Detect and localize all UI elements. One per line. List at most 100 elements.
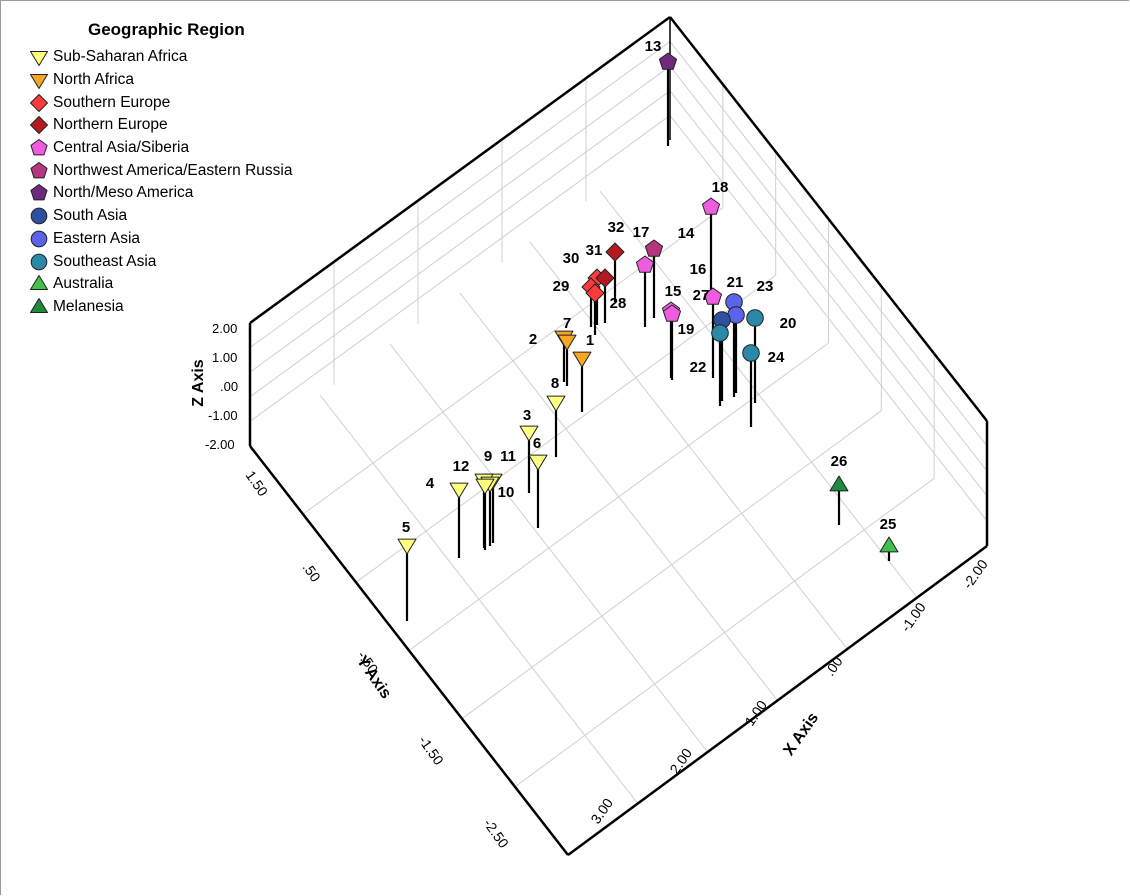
point-label: 18 bbox=[712, 179, 729, 196]
point-marker bbox=[519, 425, 539, 442]
data-point bbox=[557, 334, 577, 386]
point-label: 5 bbox=[402, 519, 410, 536]
point-label: 14 bbox=[678, 225, 695, 242]
point-label: 19 bbox=[678, 321, 695, 338]
point-marker bbox=[595, 268, 615, 288]
z-tick-label: 1.00 bbox=[212, 350, 237, 365]
data-point bbox=[397, 538, 417, 621]
legend-item: Southern Europe bbox=[28, 91, 292, 114]
data-points bbox=[397, 52, 899, 621]
legend-label: Australia bbox=[53, 275, 114, 293]
z-tick-label: .00 bbox=[220, 379, 238, 394]
data-point bbox=[711, 324, 729, 406]
data-point bbox=[658, 52, 678, 146]
point-label: 4 bbox=[426, 475, 435, 492]
x-tick-label: 2.00 bbox=[666, 745, 695, 777]
legend: Geographic Region Sub-Saharan Africa Nort… bbox=[28, 20, 292, 318]
x-tick-label: -1.00 bbox=[897, 599, 929, 634]
point-label: 31 bbox=[586, 242, 603, 259]
legend-title: Geographic Region bbox=[88, 20, 245, 39]
data-point bbox=[879, 536, 899, 561]
data-point bbox=[449, 482, 469, 558]
y-tick-label: -1.50 bbox=[416, 733, 448, 768]
point-label: 9 bbox=[484, 448, 492, 465]
legend-marker bbox=[30, 161, 48, 179]
legend-marker-icon bbox=[30, 275, 48, 291]
point-label: 29 bbox=[553, 278, 570, 295]
point-marker bbox=[572, 351, 592, 368]
data-point bbox=[829, 475, 849, 525]
point-label: 21 bbox=[727, 274, 744, 291]
point-marker bbox=[879, 536, 899, 553]
legend-label: North/Meso America bbox=[53, 184, 194, 202]
point-label: 13 bbox=[645, 38, 662, 55]
legend-item: Melanesia bbox=[28, 296, 292, 319]
box-edges bbox=[248, 15, 989, 857]
point-label: 30 bbox=[563, 250, 580, 267]
data-point bbox=[644, 239, 664, 318]
data-point bbox=[572, 351, 592, 412]
box-edge bbox=[567, 544, 988, 857]
point-label: 2 bbox=[529, 331, 537, 348]
gridline bbox=[461, 410, 882, 720]
legend-label: North Africa bbox=[53, 71, 134, 89]
point-marker bbox=[662, 304, 682, 322]
point-marker bbox=[605, 242, 625, 262]
y-tick-label: 1.50 bbox=[243, 468, 272, 500]
data-point bbox=[635, 255, 655, 327]
point-label: 17 bbox=[633, 224, 650, 241]
legend-item: Central Asia/Siberia bbox=[28, 137, 292, 160]
legend-item: Northwest America/Eastern Russia bbox=[28, 159, 292, 182]
legend-label: Northwest America/Eastern Russia bbox=[53, 161, 293, 179]
legend-marker-icon bbox=[30, 93, 48, 112]
point-marker bbox=[658, 52, 678, 70]
point-marker bbox=[746, 309, 764, 327]
data-point bbox=[595, 268, 615, 323]
legend-marker bbox=[30, 74, 48, 90]
legend-item: Sub-Saharan Africa bbox=[28, 46, 292, 69]
point-label: 26 bbox=[831, 453, 848, 470]
gridline bbox=[249, 90, 671, 398]
point-marker bbox=[644, 239, 664, 257]
legend-marker bbox=[30, 139, 48, 156]
legend-marker-icon bbox=[30, 207, 48, 225]
data-point bbox=[528, 454, 548, 528]
data-point bbox=[546, 395, 566, 457]
data-point bbox=[585, 283, 605, 335]
legend-item: Australia bbox=[28, 273, 292, 296]
z-tick-label: 2.00 bbox=[212, 321, 237, 336]
legend-label: Central Asia/Siberia bbox=[53, 139, 190, 157]
grid bbox=[249, 41, 988, 804]
data-point bbox=[605, 242, 625, 302]
box-edge bbox=[669, 16, 988, 422]
legend-item: Southeast Asia bbox=[28, 250, 292, 273]
point-label: 3 bbox=[523, 407, 531, 424]
data-point bbox=[742, 344, 760, 427]
z-tick-label: -2.00 bbox=[205, 437, 235, 452]
legend-marker bbox=[30, 207, 48, 225]
legend-item: South Asia bbox=[28, 205, 292, 228]
legend-marker bbox=[30, 184, 48, 201]
legend-label: South Asia bbox=[53, 207, 128, 225]
y-tick-label: -2.50 bbox=[481, 816, 513, 851]
legend-marker bbox=[30, 253, 48, 270]
point-label: 28 bbox=[610, 295, 627, 312]
point-marker bbox=[585, 283, 605, 303]
legend-item: Eastern Asia bbox=[28, 228, 292, 251]
data-point bbox=[519, 425, 539, 493]
legend-item: North/Meso America bbox=[28, 182, 292, 205]
legend-label: Sub-Saharan Africa bbox=[53, 48, 188, 66]
legend-marker bbox=[30, 93, 48, 112]
point-label: 11 bbox=[500, 448, 516, 465]
y-tick-label: .50 bbox=[300, 560, 324, 585]
point-marker bbox=[829, 475, 849, 492]
legend-label: Northern Europe bbox=[53, 116, 168, 134]
point-label: 32 bbox=[608, 219, 625, 236]
gridline bbox=[302, 207, 724, 515]
point-label: 15 bbox=[665, 283, 682, 300]
legend-marker bbox=[30, 275, 48, 291]
point-marker bbox=[449, 482, 469, 499]
point-marker bbox=[546, 395, 566, 412]
